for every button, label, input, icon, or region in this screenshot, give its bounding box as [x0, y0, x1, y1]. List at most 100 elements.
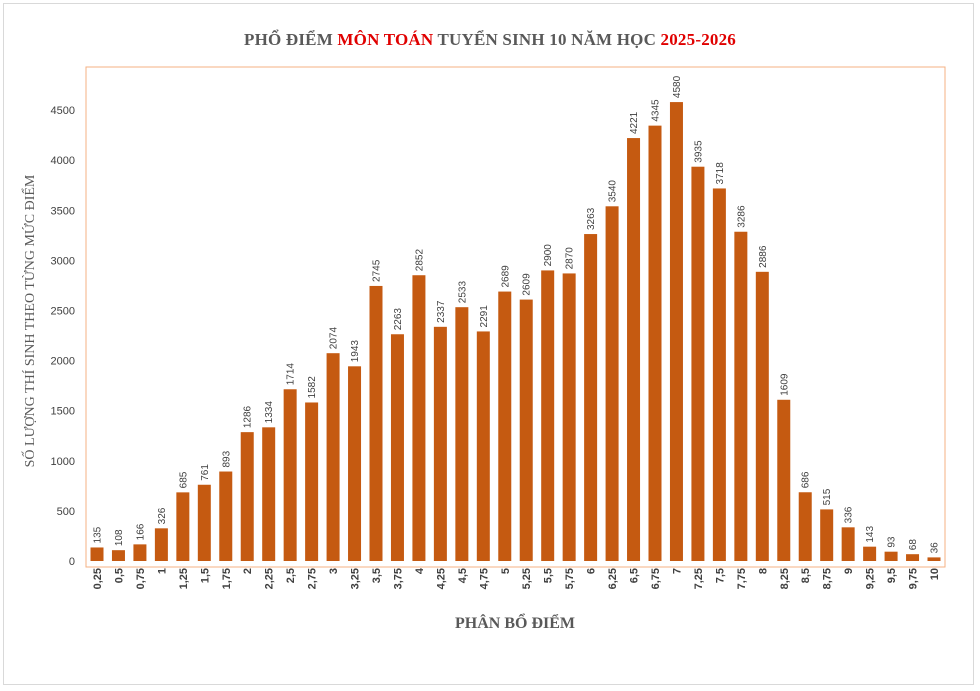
y-tick-label: 3000	[51, 255, 75, 267]
bar	[627, 138, 641, 561]
bar	[133, 544, 147, 561]
x-tick-label: 4	[414, 567, 426, 574]
chart-title: PHỔ ĐIỂM MÔN TOÁN TUYỂN SINH 10 NĂM HỌC …	[0, 30, 980, 50]
bar	[348, 366, 362, 561]
y-tick-label: 500	[57, 506, 75, 518]
data-label: 4345	[651, 99, 662, 122]
x-tick-label: 9,75	[908, 568, 920, 589]
x-tick-label: 2	[242, 568, 254, 574]
data-label: 68	[908, 539, 919, 551]
y-tick-label: 4500	[51, 105, 75, 117]
data-label: 2074	[329, 327, 340, 350]
bar	[691, 166, 705, 561]
x-tick-label: 4,75	[478, 568, 490, 589]
bar	[326, 353, 340, 561]
x-tick-label: 7,5	[714, 568, 726, 583]
chart-frame	[3, 3, 974, 685]
data-label: 326	[157, 507, 168, 524]
data-label: 3263	[586, 207, 597, 230]
plot-area-border	[85, 66, 946, 568]
y-tick-label: 3500	[51, 205, 75, 217]
x-tick-label: 0,5	[113, 568, 125, 583]
bar	[777, 399, 791, 561]
bar	[755, 271, 769, 561]
x-tick-label: 6	[586, 568, 598, 574]
y-tick-label: 4000	[51, 155, 75, 167]
data-label: 2263	[393, 308, 404, 331]
x-tick-label: 4,5	[457, 568, 469, 583]
data-label: 143	[865, 526, 876, 543]
data-label: 336	[844, 506, 855, 523]
y-tick-label: 2000	[51, 356, 75, 368]
title-part-1: PHỔ ĐIỂM	[244, 30, 338, 49]
x-tick-label: 8	[757, 568, 769, 574]
bar	[90, 547, 104, 561]
bar	[433, 326, 447, 561]
data-label: 2291	[479, 305, 490, 328]
bar	[562, 273, 576, 561]
data-label: 2337	[436, 300, 447, 323]
bar	[584, 234, 598, 562]
y-axis-label: SỐ LƯỢNG THÍ SINH THEO TỪNG MỨC ĐIỂM	[20, 174, 38, 467]
data-label: 93	[887, 536, 898, 548]
bar	[519, 299, 533, 561]
title-part-3: TUYỂN SINH 10 NĂM HỌC	[433, 30, 661, 49]
x-tick-label: 0,25	[92, 568, 104, 589]
x-tick-label: 7,75	[736, 568, 748, 589]
data-label: 4221	[629, 111, 640, 134]
data-label: 3935	[693, 140, 704, 163]
x-tick-label: 7	[671, 568, 683, 574]
x-axis-label: PHÂN BỔ ĐIỂM	[455, 612, 575, 632]
x-tick-label: 10	[929, 568, 941, 580]
bar	[884, 551, 898, 561]
x-tick-label: 2,5	[285, 568, 297, 583]
bar	[476, 331, 490, 561]
x-tick-label: 2,25	[264, 568, 276, 589]
bar	[648, 125, 662, 561]
bar	[798, 492, 812, 561]
data-label: 2745	[372, 259, 383, 282]
bar	[176, 492, 190, 561]
data-labels: 135 108 166 326 685 761 893 1286 1334 1714 1582 207…	[93, 75, 941, 553]
bar	[906, 554, 920, 561]
y-axis-ticks: 0 500 1000 1500 2000 2500 3000 3500 4000 4500	[51, 105, 75, 568]
bar	[111, 550, 125, 561]
x-tick-label: 1,75	[221, 568, 233, 589]
bar	[240, 432, 254, 561]
x-tick-label: 6,25	[607, 568, 619, 589]
x-tick-label: 6,75	[650, 568, 662, 589]
x-tick-label: 8,75	[822, 568, 834, 589]
title-subject: MÔN TOÁN	[337, 30, 434, 49]
data-label: 893	[221, 450, 232, 467]
y-tick-label: 1500	[51, 406, 75, 418]
x-tick-label: 8,5	[800, 568, 812, 583]
data-label: 3718	[715, 162, 726, 185]
data-label: 2870	[565, 247, 576, 270]
data-label: 2852	[414, 249, 425, 272]
x-tick-label: 3,5	[371, 568, 383, 583]
data-label: 4580	[672, 75, 683, 98]
x-axis-ticks: 0,25 0,5 0,75 1 1,25 1,5 1,75 2 2,25 2,5 2,75 3 3,25…	[92, 567, 941, 589]
x-tick-label: 7,25	[693, 568, 705, 589]
bar	[541, 270, 555, 561]
bar	[369, 285, 383, 561]
x-tick-label: 9,25	[865, 568, 877, 589]
x-tick-label: 9	[843, 568, 855, 574]
x-tick-label: 4,25	[435, 568, 447, 589]
bar	[305, 402, 319, 561]
bar	[734, 231, 748, 562]
bar	[262, 427, 276, 561]
x-tick-label: 5,5	[543, 568, 555, 583]
bar	[820, 509, 834, 561]
data-label: 108	[114, 529, 125, 546]
x-tick-label: 5	[500, 568, 512, 574]
x-tick-label: 5,75	[564, 568, 576, 589]
y-tick-label: 2500	[51, 306, 75, 318]
bar	[927, 557, 941, 561]
data-label: 515	[822, 488, 833, 505]
data-label: 166	[135, 523, 146, 540]
data-label: 1714	[286, 363, 297, 386]
bar	[712, 188, 726, 561]
x-tick-label: 2,75	[307, 568, 319, 589]
